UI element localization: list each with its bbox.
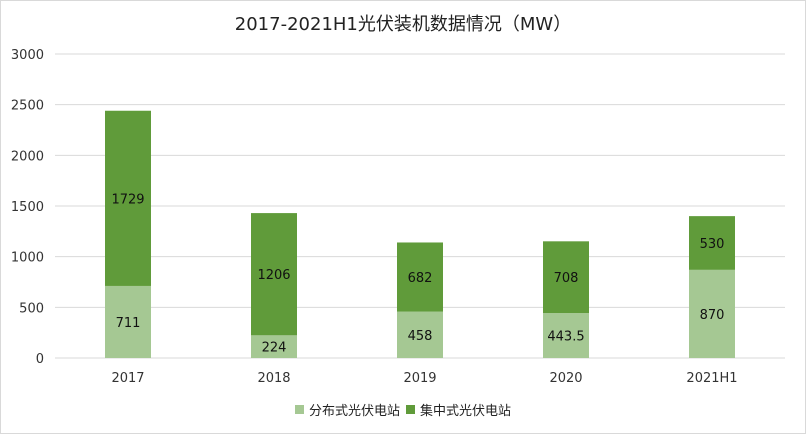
x-tick-label: 2018 [257, 371, 290, 386]
data-label: 458 [408, 329, 433, 344]
bar-segment [251, 335, 297, 358]
legend-item: 分布式光伏电站 [294, 400, 400, 419]
y-tick-label: 1500 [11, 200, 44, 215]
data-label: 224 [262, 341, 287, 356]
bar-segment [689, 269, 735, 358]
bar-segment [397, 242, 443, 312]
x-tick-label: 2017 [111, 371, 144, 386]
x-tick-label: 2021H1 [686, 371, 737, 386]
data-label: 870 [700, 308, 725, 323]
y-tick-label: 500 [19, 301, 44, 316]
bar-segment [689, 216, 735, 270]
y-tick-label: 0 [36, 352, 44, 367]
legend: 分布式光伏电站 集中式光伏电站 [0, 400, 806, 419]
x-tick-label: 2020 [549, 371, 582, 386]
data-label: 1729 [111, 192, 144, 207]
bar-segment [543, 241, 589, 314]
y-tick-label: 1000 [11, 251, 44, 266]
chart-title: 2017-2021H1光伏装机数据情况（MW） [234, 14, 572, 35]
y-tick-label: 2000 [11, 149, 44, 164]
legend-swatch [294, 405, 304, 414]
bar-segment [251, 213, 297, 336]
bar-segment [105, 110, 151, 286]
y-tick-label: 2500 [11, 99, 44, 114]
bar-segment [397, 311, 443, 358]
legend-label: 分布式光伏电站 [308, 404, 400, 419]
data-label: 708 [554, 271, 579, 286]
bar-segment [543, 313, 589, 358]
data-label: 443.5 [547, 330, 584, 345]
x-tick-label: 2019 [403, 371, 436, 386]
data-label: 682 [408, 271, 433, 286]
legend-swatch [406, 405, 415, 414]
data-label: 530 [700, 237, 725, 252]
y-tick-label: 3000 [11, 48, 44, 63]
legend-label: 集中式光伏电站 [420, 404, 512, 419]
data-label: 711 [116, 316, 141, 331]
legend-item: 集中式光伏电站 [406, 400, 511, 419]
bar-segment [105, 285, 151, 358]
data-label: 1206 [257, 268, 290, 283]
